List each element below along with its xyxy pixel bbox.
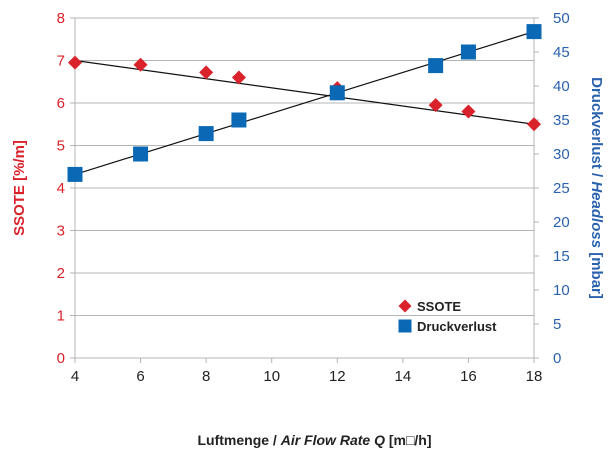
axes: [70, 17, 539, 363]
right-tick-label: 45: [553, 44, 570, 61]
ssote-point: [68, 55, 82, 70]
druckverlust-point: [526, 24, 542, 40]
druckverlust-point: [67, 166, 83, 182]
legend-ssote-icon: [398, 299, 412, 313]
right-axis-title: Druckverlust / Headloss [mbar]: [588, 77, 605, 299]
trendline-druckverlust: [74, 31, 535, 175]
x-axis-title-part: Luftmenge /: [197, 432, 280, 448]
right-tick-label: 15: [553, 248, 570, 265]
druckverlust-point: [133, 146, 149, 162]
x-tick-label: 10: [263, 368, 280, 385]
axis-titles: Luftmenge / Air Flow Rate Q [m□/h] SSOTE …: [11, 77, 605, 448]
x-tick-label: 8: [202, 368, 210, 385]
right-tick-label: 40: [553, 78, 570, 95]
right-axis-title-italic: Headloss: [588, 181, 605, 248]
druckverlust-point: [428, 58, 444, 74]
legend-label-druckverlust: Druckverlust: [417, 319, 497, 334]
druckverlust-point: [198, 126, 214, 142]
druckverlust-point: [460, 44, 476, 60]
x-axis-title-italic: Air Flow Rate Q: [280, 432, 385, 448]
left-axis-title: SSOTE [%/m]: [11, 140, 28, 236]
right-tick-label: 35: [553, 112, 570, 129]
right-axis-title-part: [mbar]: [588, 248, 605, 299]
x-tick-label: 4: [71, 368, 79, 385]
legend: SSOTE Druckverlust: [398, 299, 497, 334]
ssote-point: [428, 98, 443, 113]
ssote-point: [199, 65, 214, 80]
x-tick-label: 18: [526, 368, 543, 385]
druckverlust-point: [231, 112, 247, 128]
legend-druckverlust-icon: [398, 319, 412, 333]
ssote-point: [461, 104, 476, 119]
trendline-ssote: [74, 59, 535, 125]
data-markers: [67, 24, 542, 182]
x-tick-label: 16: [460, 368, 477, 385]
left-tick-label: 6: [57, 95, 65, 112]
x-tick-label: 6: [136, 368, 144, 385]
left-tick-label: 2: [57, 265, 65, 282]
right-tick-label: 20: [553, 214, 570, 231]
legend-label-ssote: SSOTE: [417, 299, 461, 314]
x-tick-label: 12: [329, 368, 346, 385]
right-tick-label: 5: [553, 316, 561, 333]
right-tick-label: 0: [553, 350, 561, 367]
x-axis-title-part: [m□/h]: [385, 432, 432, 448]
druckverlust-point: [329, 85, 345, 101]
right-tick-label: 30: [553, 146, 570, 163]
left-tick-label: 5: [57, 138, 65, 155]
ssote-point: [527, 117, 541, 132]
right-axis-title-part: Druckverlust /: [588, 77, 605, 181]
ssote-point: [133, 57, 148, 72]
left-tick-label: 8: [57, 10, 65, 27]
left-tick-label: 0: [57, 350, 65, 367]
left-tick-label: 1: [57, 308, 65, 325]
trendlines: [74, 31, 535, 175]
left-tick-label: 4: [57, 180, 65, 197]
left-tick-label: 7: [57, 53, 65, 70]
left-tick-label: 3: [57, 223, 65, 240]
grid-lines: [75, 17, 534, 359]
x-axis-title: Luftmenge / Air Flow Rate Q [m□/h]: [197, 432, 431, 448]
x-tick-label: 14: [395, 368, 412, 385]
right-tick-label: 10: [553, 282, 570, 299]
right-tick-label: 50: [553, 10, 570, 27]
right-tick-label: 25: [553, 180, 570, 197]
ssote-point: [231, 70, 246, 85]
